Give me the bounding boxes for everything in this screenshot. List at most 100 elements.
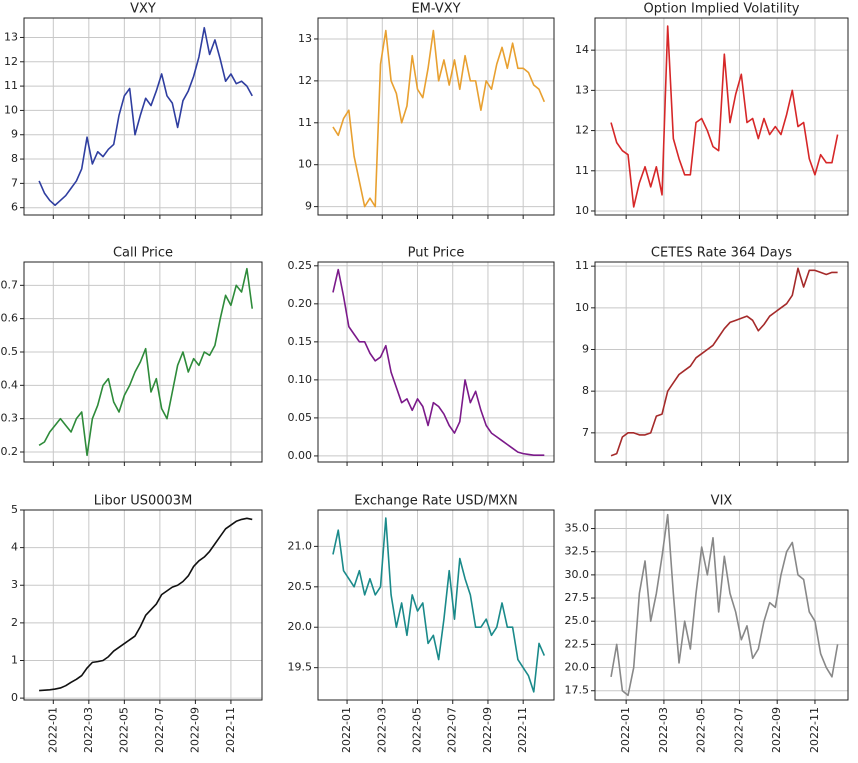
data-line [332, 517, 546, 693]
plot-frame [23, 509, 263, 701]
x-tick-label: 2022-03 [375, 707, 388, 753]
y-tick-label: 17.5 [565, 684, 590, 697]
data-line [39, 517, 253, 692]
y-tick-label: 11 [4, 79, 18, 92]
y-tick-label: 4 [11, 541, 18, 554]
plot-frame [594, 261, 849, 463]
y-tick-label: 10 [575, 204, 589, 217]
y-tick-label: 27.5 [565, 591, 590, 604]
y-tick-label: 8 [582, 384, 589, 397]
y-tick-label: 20.0 [565, 661, 590, 674]
y-tick-label: 7 [582, 426, 589, 439]
x-tick-label: 2022-05 [117, 707, 130, 753]
plot-frame [594, 17, 849, 216]
y-tick-label: 0.25 [288, 259, 313, 272]
x-tick-label: 2022-11 [516, 707, 529, 753]
y-tick-label: 0.20 [288, 297, 313, 310]
chart-title: VXY [130, 2, 156, 17]
y-tick-label: 6 [11, 201, 18, 214]
x-tick-label: 2022-09 [770, 707, 783, 753]
x-tick-label: 2022-07 [732, 707, 745, 753]
y-tick-label: 0.15 [288, 335, 313, 348]
data-line [38, 267, 254, 457]
y-tick-label: 10 [298, 158, 312, 171]
y-tick-label: 11 [575, 164, 589, 177]
plot-frame [594, 509, 849, 701]
y-tick-label: 10 [4, 103, 18, 116]
y-tick-label: 12 [4, 55, 18, 68]
chart-title: EM-VXY [411, 2, 460, 17]
plot-frame [317, 261, 555, 463]
y-tick-label: 0.4 [1, 378, 19, 391]
data-line [610, 513, 839, 697]
data-line [332, 29, 546, 208]
y-tick-label: 9 [582, 343, 589, 356]
y-tick-label: 11 [298, 116, 312, 129]
y-tick-label: 8 [11, 152, 18, 165]
y-tick-label: 1 [11, 653, 18, 666]
data-line [610, 25, 839, 208]
data-line [332, 268, 545, 456]
x-tick-label: 2022-03 [657, 707, 670, 753]
y-tick-label: 13 [575, 83, 589, 96]
x-tick-label: 2022-11 [224, 707, 237, 753]
y-tick-label: 11 [575, 259, 589, 272]
chart-title: Call Price [113, 246, 173, 261]
y-tick-label: 0.00 [288, 449, 313, 462]
plot-frame [317, 509, 555, 701]
plot-frame [23, 17, 263, 216]
x-tick-label: 2022-09 [481, 707, 494, 753]
y-tick-label: 0.6 [1, 312, 19, 325]
x-tick-label: 2022-11 [808, 707, 821, 753]
data-line [38, 26, 253, 207]
y-tick-label: 12 [298, 74, 312, 87]
y-tick-label: 0.05 [288, 411, 313, 424]
y-tick-label: 3 [11, 578, 18, 591]
y-tick-label: 0.7 [1, 278, 19, 291]
x-tick-label: 2022-01 [340, 707, 353, 753]
x-tick-label: 2022-03 [82, 707, 95, 753]
chart-title: VIX [711, 494, 733, 509]
plot-frame [23, 261, 263, 463]
x-tick-label: 2022-09 [188, 707, 201, 753]
y-tick-label: 13 [298, 32, 312, 45]
x-tick-label: 2022-05 [411, 707, 424, 753]
data-line [610, 267, 838, 457]
y-tick-label: 22.5 [565, 637, 590, 650]
x-tick-label: 2022-01 [619, 707, 632, 753]
y-tick-label: 9 [305, 200, 312, 213]
y-tick-label: 20.0 [288, 620, 313, 633]
chart-title: Exchange Rate USD/MXN [354, 494, 518, 509]
y-tick-label: 9 [11, 128, 18, 141]
y-tick-label: 0.10 [288, 373, 313, 386]
y-tick-label: 5 [11, 503, 18, 516]
y-tick-label: 0 [11, 691, 18, 704]
y-tick-label: 0.5 [1, 345, 19, 358]
plot-frame [317, 17, 555, 216]
y-tick-label: 12 [575, 124, 589, 137]
chart-title: Option Implied Volatility [643, 2, 799, 17]
x-tick-label: 2022-07 [153, 707, 166, 753]
y-tick-label: 25.0 [565, 614, 590, 627]
chart-title: Libor US0003M [94, 494, 193, 509]
x-tick-label: 2022-07 [446, 707, 459, 753]
y-tick-label: 30.0 [565, 568, 590, 581]
x-tick-label: 2022-05 [695, 707, 708, 753]
y-tick-label: 20.5 [288, 580, 313, 593]
chart-title: Put Price [408, 246, 465, 261]
y-tick-label: 35.0 [565, 522, 590, 535]
y-tick-label: 21.0 [288, 539, 313, 552]
chart-title: CETES Rate 364 Days [651, 246, 792, 261]
x-tick-label: 2022-01 [46, 707, 59, 753]
y-tick-label: 0.2 [1, 445, 19, 458]
y-tick-label: 7 [11, 176, 18, 189]
y-tick-label: 32.5 [565, 545, 590, 558]
y-tick-label: 13 [4, 30, 18, 43]
y-tick-label: 19.5 [288, 661, 313, 674]
y-tick-label: 2 [11, 616, 18, 629]
y-tick-label: 10 [575, 301, 589, 314]
y-tick-label: 0.3 [1, 412, 19, 425]
y-tick-label: 14 [575, 43, 589, 56]
